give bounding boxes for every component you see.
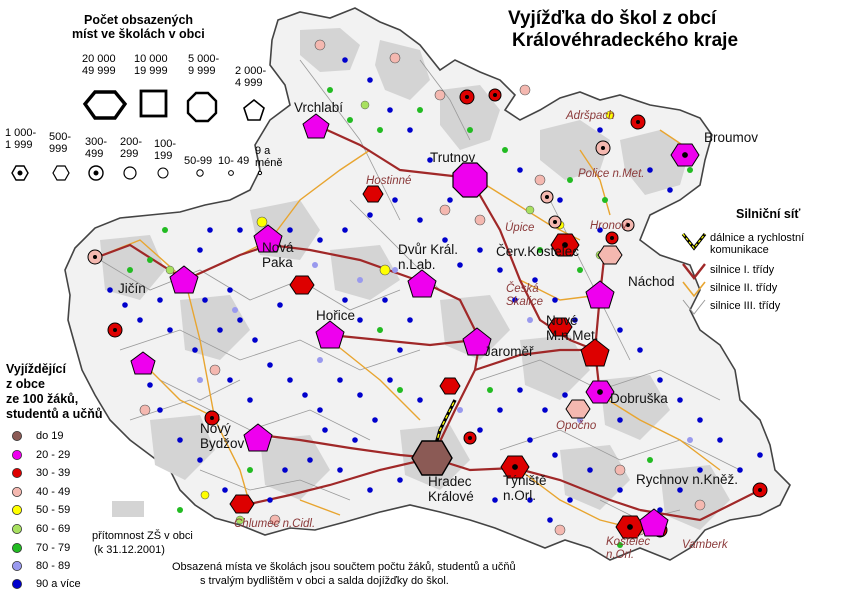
color-class-label: 80 - 89 bbox=[36, 560, 71, 572]
town-label-ceska-skalice: Česká Skalice bbox=[506, 283, 544, 308]
town-label-jaromer: Jaroměř bbox=[484, 344, 534, 359]
color-legend-title-line4: studentů a učňů bbox=[6, 407, 103, 421]
map-title-line1: Vyjížďka do škol z obcí bbox=[508, 8, 717, 29]
color-class-label: 60 - 69 bbox=[36, 523, 71, 535]
town-label-adrspach: Adršpach bbox=[566, 110, 615, 122]
town-label-jicin: Jičín bbox=[118, 281, 146, 296]
town-label-kostelec: Kostelec n.Orl. bbox=[606, 536, 651, 561]
size-legend-shapes bbox=[11, 89, 265, 181]
zs-legend-label-line2: (k 31.12.2001) bbox=[94, 544, 165, 556]
color-legend-title-line3: ze 100 žáků, bbox=[6, 392, 79, 406]
town-label-vamberk: Vamberk bbox=[682, 539, 728, 551]
town-label-dvur-kralove: Dvůr Král. n.Lab. bbox=[398, 242, 459, 272]
color-class-label: 90 a více bbox=[36, 578, 81, 590]
map-title-line2: Královéhradeckého kraje bbox=[512, 30, 739, 51]
color-class-label: 70 - 79 bbox=[36, 542, 71, 554]
town-label-hronov: Hronov bbox=[590, 220, 628, 232]
road-legend-symbols bbox=[681, 233, 707, 315]
size-class-label: 10 000 19 999 bbox=[134, 53, 168, 77]
color-class-label: do 19 bbox=[36, 430, 64, 442]
roads-class1 bbox=[94, 123, 761, 522]
road-legend-label: silnice III. třídy bbox=[710, 300, 781, 312]
town-label-vrchlabi: Vrchlabí bbox=[294, 100, 344, 115]
town-label-opocno: Opočno bbox=[556, 420, 597, 432]
size-class-label: 1 000- 1 999 bbox=[5, 127, 37, 151]
school-hexagon-dot-markers bbox=[500, 143, 700, 539]
zs-areas bbox=[100, 28, 730, 530]
town-label-horice: Hořice bbox=[316, 308, 356, 323]
color-legend-title-line2: z obce bbox=[6, 377, 45, 391]
road-legend-label: silnice I. třídy bbox=[710, 264, 775, 276]
size-class-label: 500- 999 bbox=[49, 131, 72, 155]
town-label-novy-bydzov: Nový Bydžov bbox=[200, 421, 245, 451]
town-label-hradec-kralove: Hradec Králové bbox=[428, 474, 474, 504]
color-class-label: 50 - 59 bbox=[36, 504, 71, 516]
municipality-dots-green bbox=[127, 87, 693, 548]
town-label-upice: Úpice bbox=[505, 222, 535, 234]
road-legend-title: Silniční síť bbox=[736, 207, 801, 221]
zs-legend-swatch bbox=[112, 501, 144, 517]
zs-legend-label-line1: přítomnost ZŠ v obci bbox=[92, 530, 193, 542]
size-class-label: 9 a méně bbox=[255, 145, 283, 169]
size-class-label: 10- 49 bbox=[218, 155, 250, 167]
school-hexagon-markers bbox=[229, 185, 623, 514]
town-label-chlumec: Chlumec n.Cidl. bbox=[234, 518, 316, 530]
town-label-hostinne: Hostinné bbox=[366, 175, 412, 187]
size-class-label: 5 000- 9 999 bbox=[188, 53, 220, 77]
town-label-police: Police n.Met. bbox=[578, 168, 645, 180]
size-class-label: 300- 499 bbox=[85, 136, 108, 160]
municipality-dots bbox=[107, 57, 763, 523]
town-label-broumov: Broumov bbox=[704, 130, 759, 145]
color-class-label: 40 - 49 bbox=[36, 486, 71, 498]
size-legend-title-line2: míst ve školách v obci bbox=[72, 27, 205, 41]
road-legend-label: silnice II. třídy bbox=[710, 282, 778, 294]
road-legend-label: dálnice a rychlostní komunikace bbox=[710, 232, 805, 256]
town-label-tyniste: Týniště n.Orl. bbox=[503, 473, 547, 503]
footnote-line2: s trvalým bydlištěm v obci a salda dojíž… bbox=[200, 575, 449, 587]
size-class-label: 100- 199 bbox=[154, 138, 177, 162]
color-legend-title-line1: Vyjíždějící bbox=[6, 362, 66, 376]
footnote-line1: Obsazená místa ve školách jsou součtem p… bbox=[172, 561, 516, 573]
town-label-dobruska: Dobruška bbox=[610, 391, 668, 406]
town-label-nove-mesto: Nové M.n.Met. bbox=[546, 313, 599, 343]
town-label-nova-paka: Nová Paka bbox=[262, 240, 294, 270]
color-class-label: 30 - 39 bbox=[36, 467, 71, 479]
town-label-cerv-kostelec: Červ.Kostelec bbox=[496, 244, 580, 259]
town-label-nachod: Náchod bbox=[628, 274, 675, 289]
school-octagon-marker-trutnov bbox=[452, 162, 488, 198]
size-class-label: 200- 299 bbox=[120, 136, 143, 160]
size-class-label: 20 000 49 999 bbox=[82, 53, 116, 77]
size-class-label: 50-99 bbox=[184, 155, 213, 167]
size-class-label: 2 000- 4 999 bbox=[235, 65, 267, 89]
town-label-rychnov: Rychnov n.Kněž. bbox=[636, 472, 739, 487]
school-pentagon-markers bbox=[130, 113, 669, 537]
size-legend-title-line1: Počet obsazených bbox=[84, 13, 194, 27]
town-label-trutnov: Trutnov bbox=[430, 150, 476, 165]
school-hexagon-marker-hradec bbox=[411, 440, 453, 476]
color-legend-markers bbox=[11, 430, 22, 590]
school-circle-dot-pink-markers bbox=[87, 140, 635, 265]
color-class-label: 20 - 29 bbox=[36, 449, 71, 461]
